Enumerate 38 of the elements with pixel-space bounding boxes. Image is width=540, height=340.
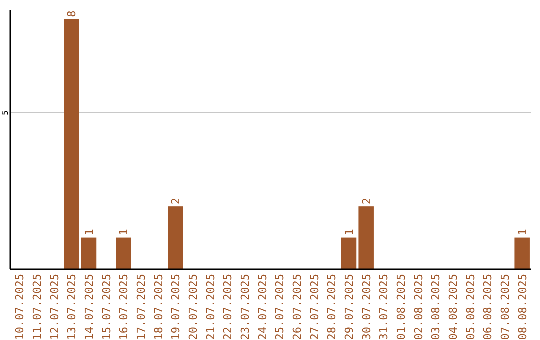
- x-tick-label: 19.07.2025: [170, 274, 183, 340]
- y-tick-label: 5: [1, 110, 10, 116]
- x-tick-label: 01.08.2025: [395, 274, 408, 340]
- x-tick-label: 16.07.2025: [118, 274, 131, 340]
- x-tick-label: 26.07.2025: [291, 274, 304, 340]
- data-label: 1: [118, 229, 131, 236]
- data-label: 2: [360, 198, 374, 205]
- data-label: 2: [170, 198, 183, 205]
- x-tick-label: 30.07.2025: [360, 274, 374, 340]
- data-label: 8: [66, 10, 79, 18]
- x-tick-label: 27.07.2025: [308, 274, 322, 340]
- x-tick-label: 11.07.2025: [31, 274, 44, 340]
- x-tick-label: 18.07.2025: [152, 274, 166, 340]
- data-label: 1: [343, 229, 356, 236]
- x-tick-label: 15.07.2025: [100, 274, 114, 340]
- x-tick-label: 07.08.2025: [499, 274, 512, 340]
- data-label: 1: [516, 229, 530, 236]
- x-tick-label: 25.07.2025: [274, 274, 287, 340]
- x-tick-label: 20.07.2025: [187, 274, 200, 340]
- x-tick-label: 28.07.2025: [326, 274, 339, 340]
- x-tick-label: 10.07.2025: [14, 274, 27, 340]
- x-tick-label: 31.07.2025: [378, 274, 391, 340]
- x-tick-label: 03.08.2025: [430, 274, 443, 340]
- x-tick-label: 24.07.2025: [256, 274, 270, 340]
- x-tick-label: 21.07.2025: [204, 274, 218, 340]
- data-label: 1: [83, 229, 96, 236]
- x-tick-label: 22.07.2025: [222, 274, 235, 340]
- x-tick-label: 17.07.2025: [135, 274, 148, 340]
- x-tick-label: 14.07.2025: [83, 274, 96, 340]
- x-tick-label: 05.08.2025: [464, 274, 478, 340]
- x-tick-label: 08.08.2025: [516, 274, 530, 340]
- x-tick-label: 12.07.2025: [48, 274, 62, 340]
- x-tick-label: 02.08.2025: [412, 274, 426, 340]
- x-tick-label: 23.07.2025: [239, 274, 252, 340]
- x-tick-label: 13.07.2025: [66, 274, 79, 340]
- x-tick-label: 04.08.2025: [447, 274, 460, 340]
- x-tick-label: 06.08.2025: [482, 274, 495, 340]
- x-tick-label: 29.07.2025: [343, 274, 356, 340]
